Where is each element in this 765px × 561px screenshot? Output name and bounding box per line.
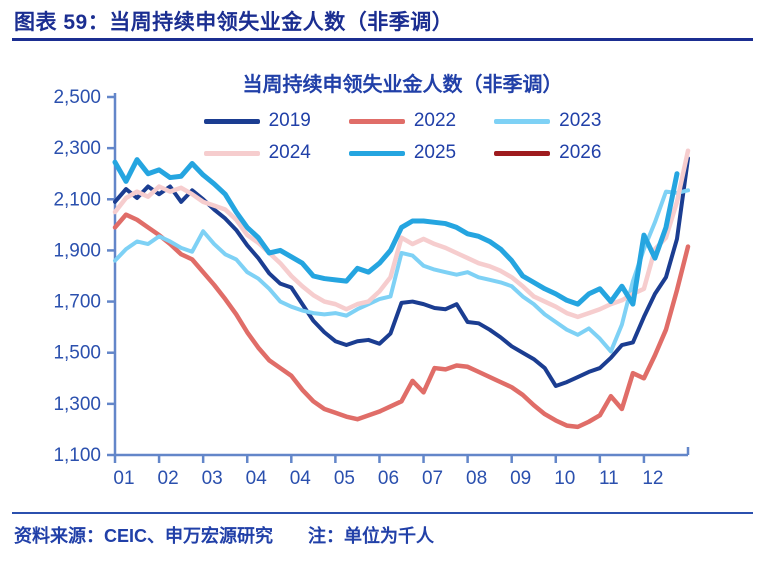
x-axis-ticks: 01 02 03 04 04 05 06 07 08 09 10 11 12 bbox=[113, 455, 663, 489]
legend-swatch-2022 bbox=[348, 118, 405, 124]
header-divider bbox=[12, 38, 753, 41]
legend-row: 2024 2025 2026 bbox=[130, 142, 675, 164]
series-line-2025 bbox=[112, 157, 680, 307]
legend-swatch-2019 bbox=[203, 118, 260, 124]
y-tick-label: 1,900 bbox=[53, 240, 101, 261]
legend-label-2025: 2025 bbox=[413, 142, 457, 163]
legend-item-2024: 2024 bbox=[203, 142, 311, 164]
figure-title: 图表 59：当周持续申领失业金人数（非季调） bbox=[14, 11, 454, 34]
legend-row: 2019 2022 2023 bbox=[130, 110, 675, 132]
x-tick-label: 12 bbox=[642, 468, 663, 489]
data-series-lines bbox=[112, 148, 691, 430]
x-tick-label: 05 bbox=[334, 468, 355, 489]
legend-label-2019: 2019 bbox=[268, 110, 311, 131]
axes bbox=[113, 93, 690, 457]
y-tick-label: 2,300 bbox=[53, 138, 101, 159]
legend-swatch-2025 bbox=[348, 150, 405, 156]
x-tick-label: 10 bbox=[554, 468, 575, 489]
y-tick-label: 1,100 bbox=[53, 445, 101, 466]
legend-swatch-2026 bbox=[494, 150, 551, 156]
series-line-2024 bbox=[112, 148, 691, 320]
series-line-2023 bbox=[113, 188, 690, 354]
series-line-2022 bbox=[112, 212, 691, 430]
legend-item-2022: 2022 bbox=[348, 110, 457, 132]
y-axis-ticks: 2,500 2,300 2,100 1,900 1,700 1,500 1,300 1,100 bbox=[53, 87, 115, 466]
y-tick-label: 2,100 bbox=[53, 189, 101, 210]
legend-label-2022: 2022 bbox=[413, 110, 457, 131]
legend-item-2026: 2026 bbox=[494, 142, 601, 164]
chart-title: 当周持续申领失业金人数（非季调） bbox=[242, 74, 563, 96]
legend-item-2023: 2023 bbox=[494, 110, 601, 132]
x-tick-label: 02 bbox=[158, 468, 179, 489]
footer-divider bbox=[12, 512, 753, 514]
y-tick-label: 1,700 bbox=[53, 292, 101, 313]
x-tick-label: 04 bbox=[290, 468, 312, 489]
chart-legend: 2019 2022 2023 2024 2025 2026 bbox=[130, 110, 675, 164]
y-tick-label: 1,300 bbox=[53, 394, 101, 415]
legend-item-2025: 2025 bbox=[348, 142, 457, 164]
legend-label-2024: 2024 bbox=[268, 142, 311, 163]
legend-swatch-2023 bbox=[494, 118, 551, 124]
source-text: 资料来源：CEIC、申万宏源研究 bbox=[14, 526, 274, 546]
legend-swatch-2024 bbox=[203, 150, 260, 156]
unit-note-text: 注：单位为千人 bbox=[308, 526, 435, 546]
x-tick-label: 07 bbox=[422, 468, 443, 489]
x-tick-label: 01 bbox=[113, 468, 134, 489]
x-tick-label: 11 bbox=[599, 468, 619, 489]
legend-label-2023: 2023 bbox=[559, 110, 602, 131]
figure-footer: 资料来源：CEIC、申万宏源研究 注：单位为千人 bbox=[14, 522, 754, 548]
x-tick-label: 08 bbox=[466, 468, 487, 489]
legend-label-2026: 2026 bbox=[559, 142, 602, 163]
x-tick-label: 04 bbox=[246, 468, 268, 489]
legend-item-2019: 2019 bbox=[203, 110, 311, 132]
x-tick-label: 03 bbox=[202, 468, 223, 489]
x-tick-label: 06 bbox=[378, 468, 399, 489]
y-tick-label: 2,500 bbox=[53, 87, 101, 108]
y-tick-label: 1,500 bbox=[53, 343, 101, 364]
x-tick-label: 09 bbox=[510, 468, 531, 489]
